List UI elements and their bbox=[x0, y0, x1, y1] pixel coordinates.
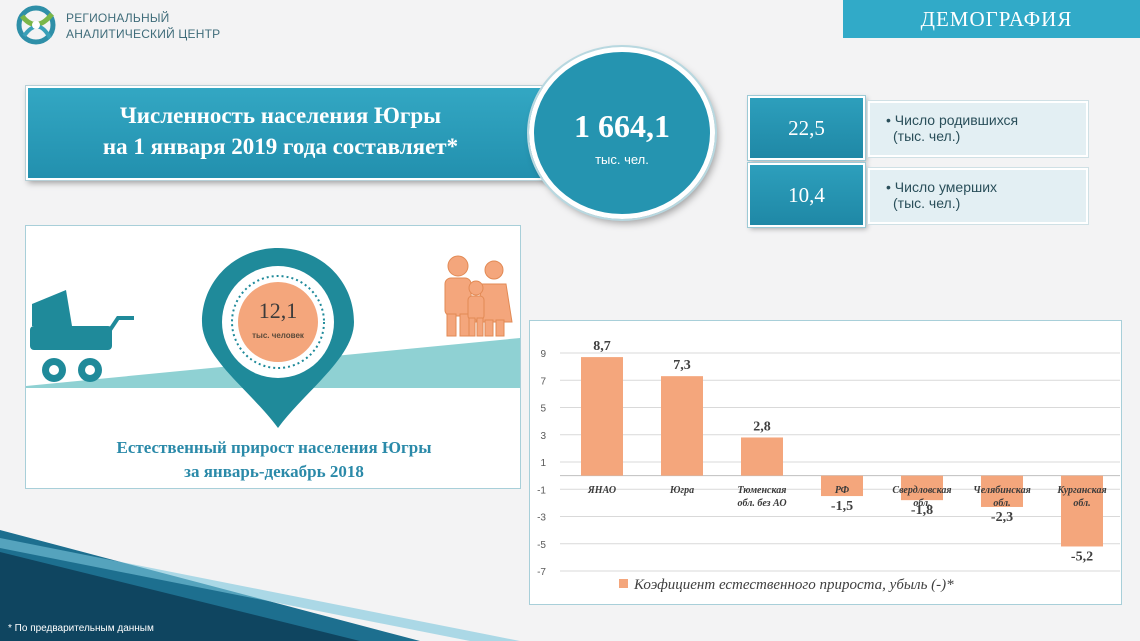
deaths-label: • Число умерших (тыс. чел.) bbox=[867, 167, 1089, 225]
bar bbox=[661, 376, 703, 476]
bar-value-label: 8,7 bbox=[593, 339, 611, 354]
natural-growth-caption-line1: Естественный прирост населения Югры bbox=[116, 438, 432, 457]
births-value: 22,5 bbox=[747, 95, 866, 161]
x-category-label: Югра bbox=[669, 485, 694, 496]
legend-label: Коэфициент естественного прироста, убыль… bbox=[633, 577, 954, 593]
y-tick-label: 9 bbox=[540, 349, 546, 360]
population-title-line2: на 1 января 2019 года составляет* bbox=[102, 134, 459, 159]
bar bbox=[821, 475, 863, 497]
bar-value-label: -5,2 bbox=[1071, 549, 1093, 564]
population-title-line1: Численность населения Югры bbox=[119, 103, 442, 128]
org-name-line1: РЕГИОНАЛЬНЫЙ bbox=[66, 11, 170, 25]
x-category-label: Челябинская bbox=[973, 485, 1030, 496]
growth-rate-chart: 9 7 5 3 1 -1 -3 -5 -7 8,7 ЯНАО 7,3 Югра 2,8 Тюменская о… bbox=[529, 320, 1122, 605]
location-pin-icon bbox=[202, 248, 354, 428]
deaths-label-line1: • Число умерших bbox=[886, 179, 998, 195]
natural-growth-caption-line2: за январь-декабрь 2018 bbox=[184, 462, 364, 481]
natural-growth-illustration: 12,1 тыс. человек bbox=[26, 248, 520, 428]
deaths-label-line2: (тыс. чел.) bbox=[893, 195, 961, 211]
logo-emblem-icon bbox=[16, 5, 56, 45]
org-logo: РЕГИОНАЛЬНЫЙ АНАЛИТИЧЕСКИЙ ЦЕНТР bbox=[14, 4, 244, 46]
x-category-label: обл. bbox=[993, 498, 1010, 509]
births-label: • Число родившихся (тыс. чел.) bbox=[867, 100, 1089, 158]
y-tick-label: 7 bbox=[540, 376, 546, 387]
org-name-line2: АНАЛИТИЧЕСКИЙ ЦЕНТР bbox=[66, 27, 221, 41]
bar-value-label: 2,8 bbox=[753, 419, 771, 434]
y-tick-label: -7 bbox=[537, 567, 546, 578]
natural-growth-caption: Естественный прирост населения Югры за я… bbox=[26, 436, 522, 484]
y-tick-label: 1 bbox=[540, 458, 546, 469]
y-tick-label: 3 bbox=[540, 431, 546, 442]
bar bbox=[1061, 475, 1103, 547]
births-label-line1: • Число родившихся bbox=[886, 112, 1019, 128]
y-tick-label: -3 bbox=[537, 513, 546, 524]
x-category-label: Тюменская bbox=[738, 485, 787, 496]
bar-value-label: 7,3 bbox=[673, 358, 691, 373]
x-category-label: обл. bbox=[913, 498, 930, 509]
baby-stroller-icon bbox=[30, 290, 134, 382]
footnote: * По предварительным данным bbox=[8, 623, 154, 634]
population-unit: тыс. чел. bbox=[595, 152, 649, 167]
section-title: ДЕМОГРАФИЯ bbox=[843, 0, 1140, 38]
legend-swatch bbox=[619, 579, 628, 588]
bar-value-label: -1,8 bbox=[911, 503, 933, 518]
x-category-label: РФ bbox=[835, 485, 850, 496]
family-icon bbox=[444, 255, 513, 337]
y-tick-label: -1 bbox=[537, 485, 546, 496]
footer-decoration bbox=[0, 530, 520, 641]
births-stat: 22,5 • Число родившихся (тыс. чел.) bbox=[747, 95, 1089, 161]
population-value: 1 664,1 bbox=[574, 108, 670, 144]
bar bbox=[901, 475, 943, 501]
deaths-value: 10,4 bbox=[747, 162, 866, 228]
growth-rate-chart-svg: 9 7 5 3 1 -1 -3 -5 -7 8,7 ЯНАО 7,3 Югра 2,8 Тюменская о… bbox=[537, 339, 1120, 593]
x-category-label: Свердловская bbox=[892, 485, 951, 496]
population-banner: Численность населения Югры на 1 января 2… bbox=[25, 85, 567, 181]
natural-growth-unit: тыс. человек bbox=[252, 331, 305, 340]
population-value-circle: 1 664,1 тыс. чел. bbox=[527, 45, 717, 221]
bar-value-label: -1,5 bbox=[831, 499, 853, 514]
x-category-label: обл. bbox=[1073, 498, 1090, 509]
y-tick-label: 5 bbox=[540, 404, 546, 415]
bar bbox=[581, 357, 623, 476]
deaths-stat: 10,4 • Число умерших (тыс. чел.) bbox=[747, 162, 1089, 228]
org-name: РЕГИОНАЛЬНЫЙ АНАЛИТИЧЕСКИЙ ЦЕНТР bbox=[66, 10, 220, 42]
y-tick-label: -5 bbox=[537, 540, 546, 551]
x-category-label: ЯНАО bbox=[587, 485, 616, 496]
natural-growth-value: 12,1 bbox=[259, 298, 298, 323]
natural-growth-panel: 12,1 тыс. человек Естественный прирост н… bbox=[25, 225, 521, 489]
x-category-label: обл. без АО bbox=[737, 498, 786, 509]
population-title: Численность населения Югры на 1 января 2… bbox=[28, 100, 533, 162]
births-label-line2: (тыс. чел.) bbox=[893, 128, 961, 144]
x-category-label: Курганская bbox=[1056, 485, 1106, 496]
bar-value-label: -2,3 bbox=[991, 510, 1013, 525]
bar bbox=[741, 437, 783, 476]
bar bbox=[981, 475, 1023, 507]
